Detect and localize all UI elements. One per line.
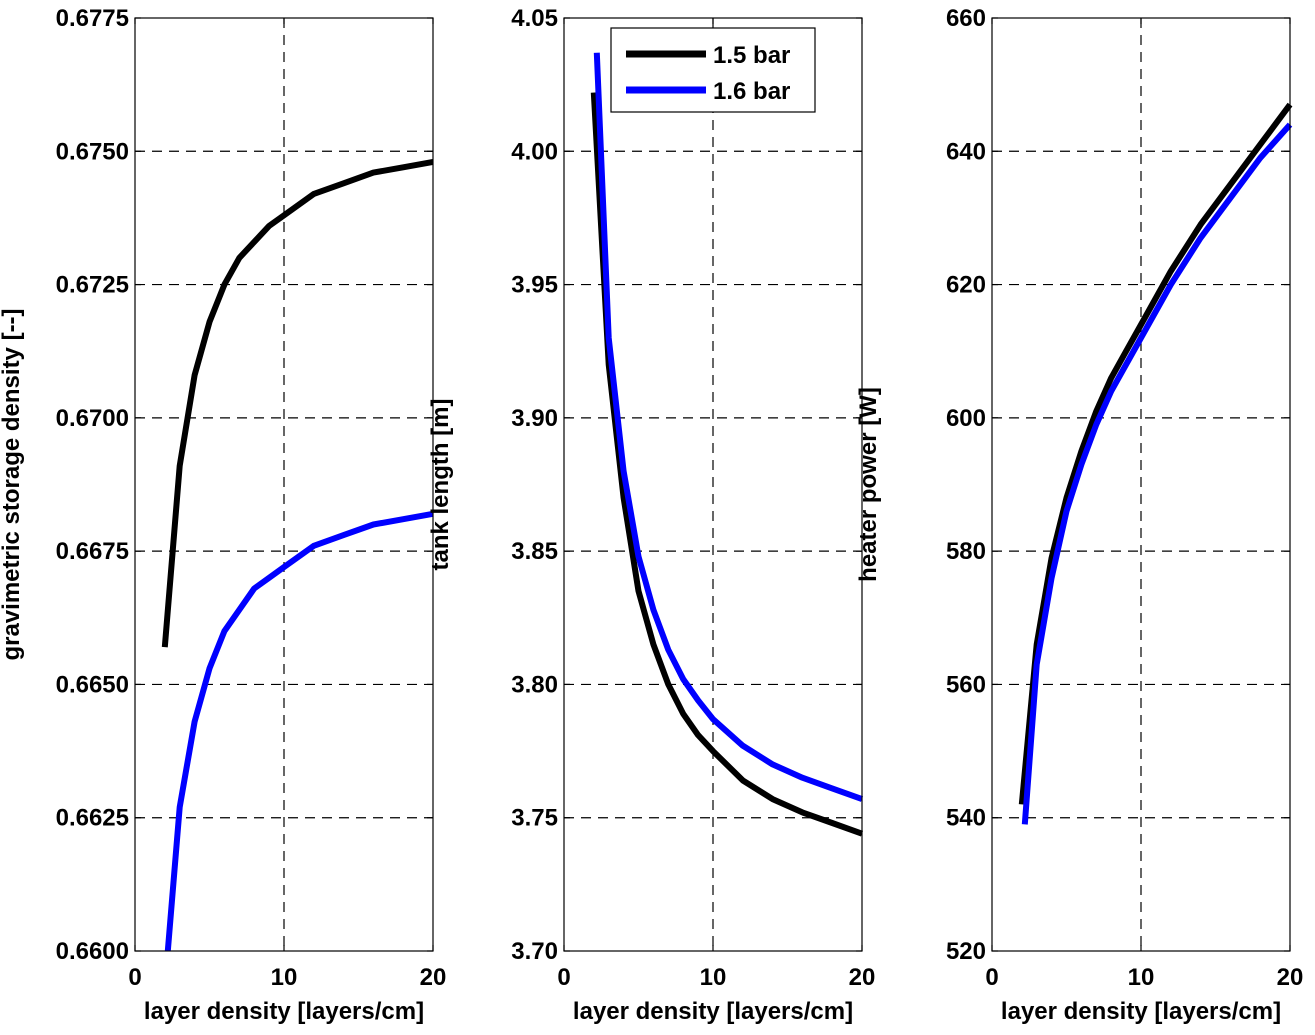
y-tick-label: 0.6775 [56, 5, 129, 32]
y-tick-label: 3.80 [511, 671, 558, 698]
y-tick-label: 0.6700 [56, 405, 129, 432]
series-line-1-6-bar [593, 52, 864, 802]
x-tick-label: 10 [271, 964, 298, 991]
y-tick-label: 3.90 [511, 405, 558, 432]
y-axis-label: gravimetric storage density [--] [0, 308, 25, 660]
y-tick-label: 3.95 [511, 272, 558, 299]
y-tick-label: 3.85 [511, 538, 558, 565]
legend: 1.5 bar 1.6 bar [610, 27, 816, 113]
x-axis-label: layer density [layers/cm] [144, 998, 424, 1025]
series-line-1-6-bar [164, 510, 434, 952]
x-axis-label: layer density [layers/cm] [1001, 998, 1281, 1025]
y-tick-label: 560 [946, 671, 986, 698]
series-line-1-5-bar [590, 92, 864, 837]
x-tick-label: 10 [700, 964, 727, 991]
series-line-1-5-bar [161, 158, 434, 648]
y-tick-label: 3.70 [511, 938, 558, 965]
y-tick-label: 640 [946, 138, 986, 165]
series-line-1-6-bar [1021, 122, 1293, 825]
panel-gravimetric-density: 0.6600 0.6625 0.6650 0.6675 0.6700 0.6725 0.67… [0, 5, 446, 1025]
x-tick-label: 20 [1277, 964, 1304, 991]
y-axis-label: heater power [W] [855, 387, 882, 582]
y-tick-label: 580 [946, 538, 986, 565]
x-tick-label: 10 [1128, 964, 1155, 991]
y-tick-label: 4.00 [511, 138, 558, 165]
panel-tank-length: 3.70 3.75 3.80 3.85 3.90 3.95 4.00 4.05 0 10 20 la… [427, 5, 875, 1025]
y-tick-label: 600 [946, 405, 986, 432]
x-tick-label: 0 [128, 964, 141, 991]
y-tick-label: 660 [946, 5, 986, 32]
x-tick-label: 0 [557, 964, 570, 991]
y-tick-label: 0.6650 [56, 671, 129, 698]
x-tick-label: 0 [985, 964, 998, 991]
y-tick-label: 0.6625 [56, 805, 129, 832]
panel-heater-power: 520 540 560 580 600 620 640 660 0 10 20 layer dens… [855, 5, 1303, 1025]
y-tick-label: 520 [946, 938, 986, 965]
y-tick-label: 0.6750 [56, 138, 129, 165]
y-axis-label: tank length [m] [427, 399, 454, 571]
legend-entry-1-6-bar: 1.6 bar [713, 78, 790, 105]
y-tick-label: 620 [946, 272, 986, 299]
legend-box [610, 27, 816, 113]
series-line-1-5-bar [1018, 102, 1293, 805]
x-tick-label: 20 [849, 964, 876, 991]
y-tick-label: 3.75 [511, 805, 558, 832]
y-tick-label: 0.6675 [56, 538, 129, 565]
x-tick-label: 20 [420, 964, 447, 991]
y-tick-label: 0.6600 [56, 938, 129, 965]
legend-entry-1-5-bar: 1.5 bar [713, 42, 790, 69]
y-tick-label: 0.6725 [56, 272, 129, 299]
y-tick-label: 540 [946, 805, 986, 832]
x-axis-label: layer density [layers/cm] [573, 998, 853, 1025]
y-tick-label: 4.05 [511, 5, 558, 32]
